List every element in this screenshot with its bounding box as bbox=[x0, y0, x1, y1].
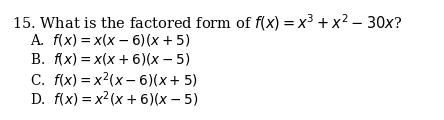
Text: A.  $f(x) = x(x - 6)(x + 5)$: A. $f(x) = x(x - 6)(x + 5)$ bbox=[30, 32, 190, 48]
Text: D.  $f(x) = x^2(x + 6)(x - 5)$: D. $f(x) = x^2(x + 6)(x - 5)$ bbox=[30, 89, 198, 109]
Text: 15. What is the factored form of $f(x) = x^3 + x^2 - 30x$?: 15. What is the factored form of $f(x) =… bbox=[12, 12, 402, 33]
Text: B.  $f(x) = x(x + 6)(x - 5)$: B. $f(x) = x(x + 6)(x - 5)$ bbox=[30, 51, 190, 67]
Text: C.  $f(x) = x^2(x - 6)(x + 5)$: C. $f(x) = x^2(x - 6)(x + 5)$ bbox=[30, 70, 198, 90]
